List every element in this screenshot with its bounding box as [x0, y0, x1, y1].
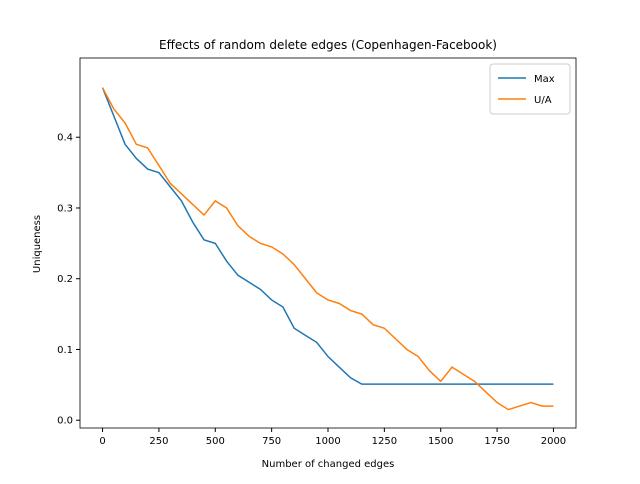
y-tick-label: 0.4 [57, 133, 73, 144]
x-tick-label: 1500 [428, 436, 453, 447]
line-series [101, 87, 554, 411]
line-series [101, 87, 554, 385]
x-tick-label: 1250 [372, 436, 397, 447]
y-axis-label: Uniqueness [32, 215, 43, 273]
x-tick-label: 2000 [541, 436, 566, 447]
legend-box [489, 63, 571, 115]
x-tick-label: 1750 [484, 436, 509, 447]
x-axis-label: Number of changed edges [262, 459, 395, 470]
y-tick-label: 0.2 [57, 274, 73, 285]
x-tick-label: 1000 [315, 436, 340, 447]
y-tick-label: 0.1 [57, 345, 73, 356]
x-tick-label: 500 [206, 436, 225, 447]
legend-label: U/A [534, 95, 552, 106]
x-tick-label: 750 [262, 436, 281, 447]
legend-label: Max [534, 74, 555, 85]
y-tick-label: 0.0 [57, 416, 73, 427]
x-tick-label: 250 [149, 436, 168, 447]
y-tick-label: 0.3 [57, 203, 73, 214]
chart-title: Effects of random delete edges (Copenhag… [159, 38, 497, 52]
plot-frame [79, 57, 577, 429]
x-tick-label: 0 [99, 436, 105, 447]
